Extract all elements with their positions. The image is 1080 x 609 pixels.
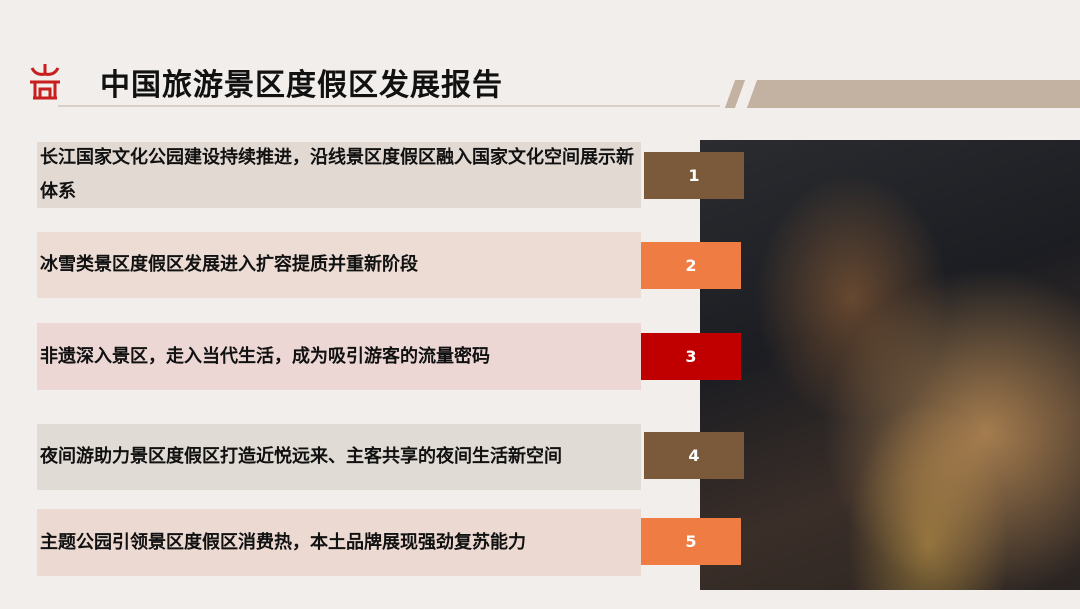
- list-item: 长江国家文化公园建设持续推进，沿线景区度假区融入国家文化空间展示新体系: [37, 142, 641, 208]
- decorative-band: [746, 80, 1080, 108]
- item-number-badge: 4: [644, 432, 744, 479]
- item-number-badge: 3: [641, 333, 741, 380]
- item-text: 非遗深入景区，走入当代生活，成为吸引游客的流量密码: [40, 345, 490, 367]
- item-text: 冰雪类景区度假区发展进入扩容提质并重新阶段: [40, 254, 418, 275]
- item-number-badge: 1: [644, 152, 744, 199]
- page-title: 中国旅游景区度假区发展报告: [100, 68, 503, 103]
- item-text: 夜间游助力景区度假区打造近悦远来、主客共享的夜间生活新空间: [40, 446, 562, 467]
- list-item: 非遗深入景区，走入当代生活，成为吸引游客的流量密码: [37, 323, 641, 390]
- decorative-slash: [724, 80, 746, 108]
- title-divider: [58, 105, 720, 107]
- item-number-badge: 5: [641, 518, 741, 565]
- night-street-photo: [700, 140, 1080, 590]
- pavilion-icon: [30, 64, 60, 100]
- list-item: 冰雪类景区度假区发展进入扩容提质并重新阶段: [37, 232, 641, 298]
- item-text: 主题公园引领景区度假区消费热，本土品牌展现强劲复苏能力: [40, 531, 526, 553]
- list-item: 夜间游助力景区度假区打造近悦远来、主客共享的夜间生活新空间: [37, 424, 641, 490]
- list-item: 主题公园引领景区度假区消费热，本土品牌展现强劲复苏能力: [37, 509, 641, 576]
- item-text: 长江国家文化公园建设持续推进，沿线景区度假区融入国家文化空间展示新体系: [40, 147, 634, 202]
- item-number-badge: 2: [641, 242, 741, 289]
